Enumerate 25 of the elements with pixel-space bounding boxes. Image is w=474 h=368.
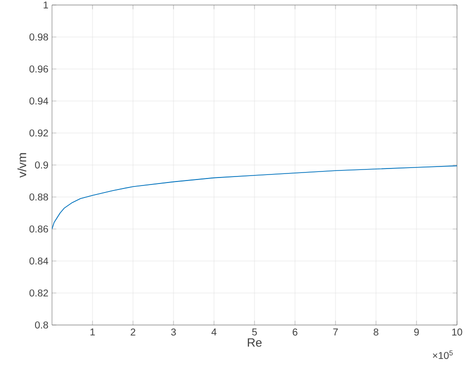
- text: ×10$^{5}$: [432, 350, 453, 360]
- y-axis-title: v/vm: [17, 153, 26, 178]
- x-tick-label: 8: [374, 328, 378, 336]
- y-tick-label: 1: [44, 2, 48, 8]
- x-tick-label: 9: [414, 328, 419, 336]
- y-tick-label: 0.92: [29, 129, 48, 137]
- x-tick-label: 10: [452, 328, 462, 336]
- y-tick-label: 0.96: [29, 65, 48, 73]
- y-tick-label: 0.82: [29, 289, 48, 297]
- y-tick-label: 0.98: [29, 33, 48, 41]
- y-tick-label: 0.94: [29, 97, 48, 105]
- x-tick-label: 7: [333, 328, 338, 336]
- x-axis-title: Re: [248, 338, 262, 347]
- x-tick-label: 2: [130, 328, 136, 336]
- x-tick-label: 1: [90, 328, 95, 336]
- x-tick-label: 6: [292, 328, 298, 336]
- y-tick-label: 0.9: [35, 161, 48, 169]
- y-tick-label: 0.86: [29, 225, 48, 233]
- x-tick-label: 5: [252, 328, 257, 336]
- line-series: [52, 165, 458, 230]
- x-tick-label: 4: [211, 328, 216, 336]
- y-tick-label: 0.8: [35, 321, 48, 329]
- y-tick-label: 0.88: [29, 193, 48, 201]
- x-tick-label: 3: [171, 328, 176, 336]
- y-tick-label: 0.84: [29, 257, 48, 265]
